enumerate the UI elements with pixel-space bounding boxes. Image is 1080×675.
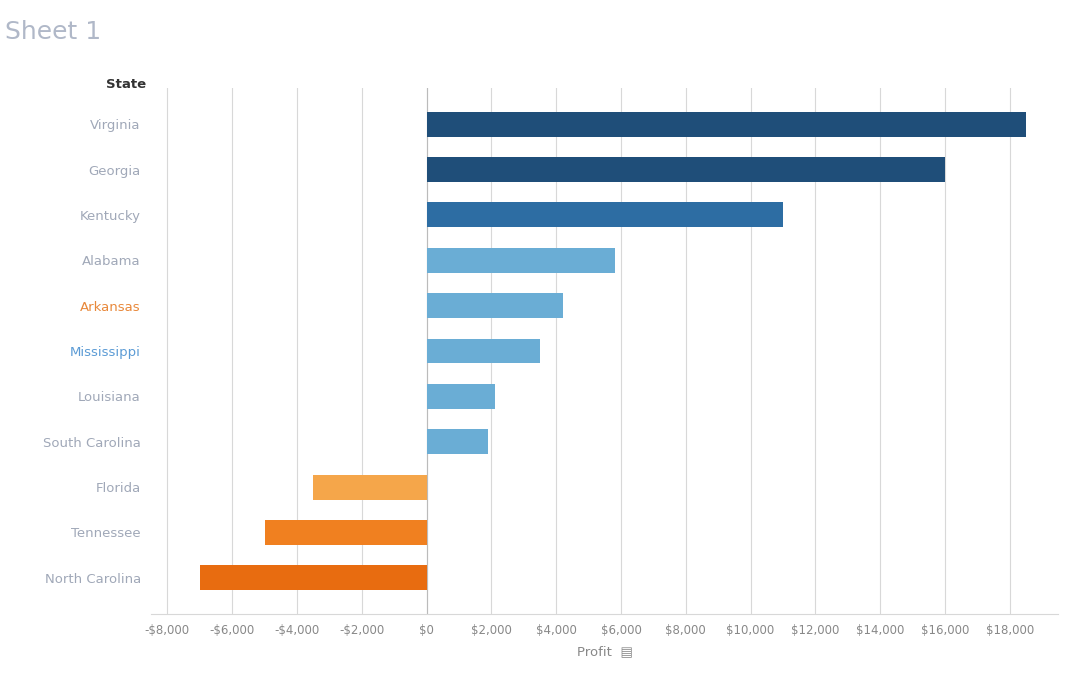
Bar: [200, 566, 427, 591]
Bar: [427, 429, 488, 454]
X-axis label: Profit  ▤: Profit ▤: [577, 645, 633, 658]
Bar: [427, 248, 615, 273]
Bar: [265, 520, 427, 545]
Bar: [313, 475, 427, 500]
Bar: [427, 157, 945, 182]
Text: Sheet 1: Sheet 1: [5, 20, 102, 45]
Bar: [427, 384, 495, 409]
Bar: [427, 339, 540, 363]
Text: State: State: [106, 78, 146, 90]
Bar: [427, 293, 563, 318]
Bar: [427, 202, 783, 227]
Bar: [427, 111, 1026, 136]
